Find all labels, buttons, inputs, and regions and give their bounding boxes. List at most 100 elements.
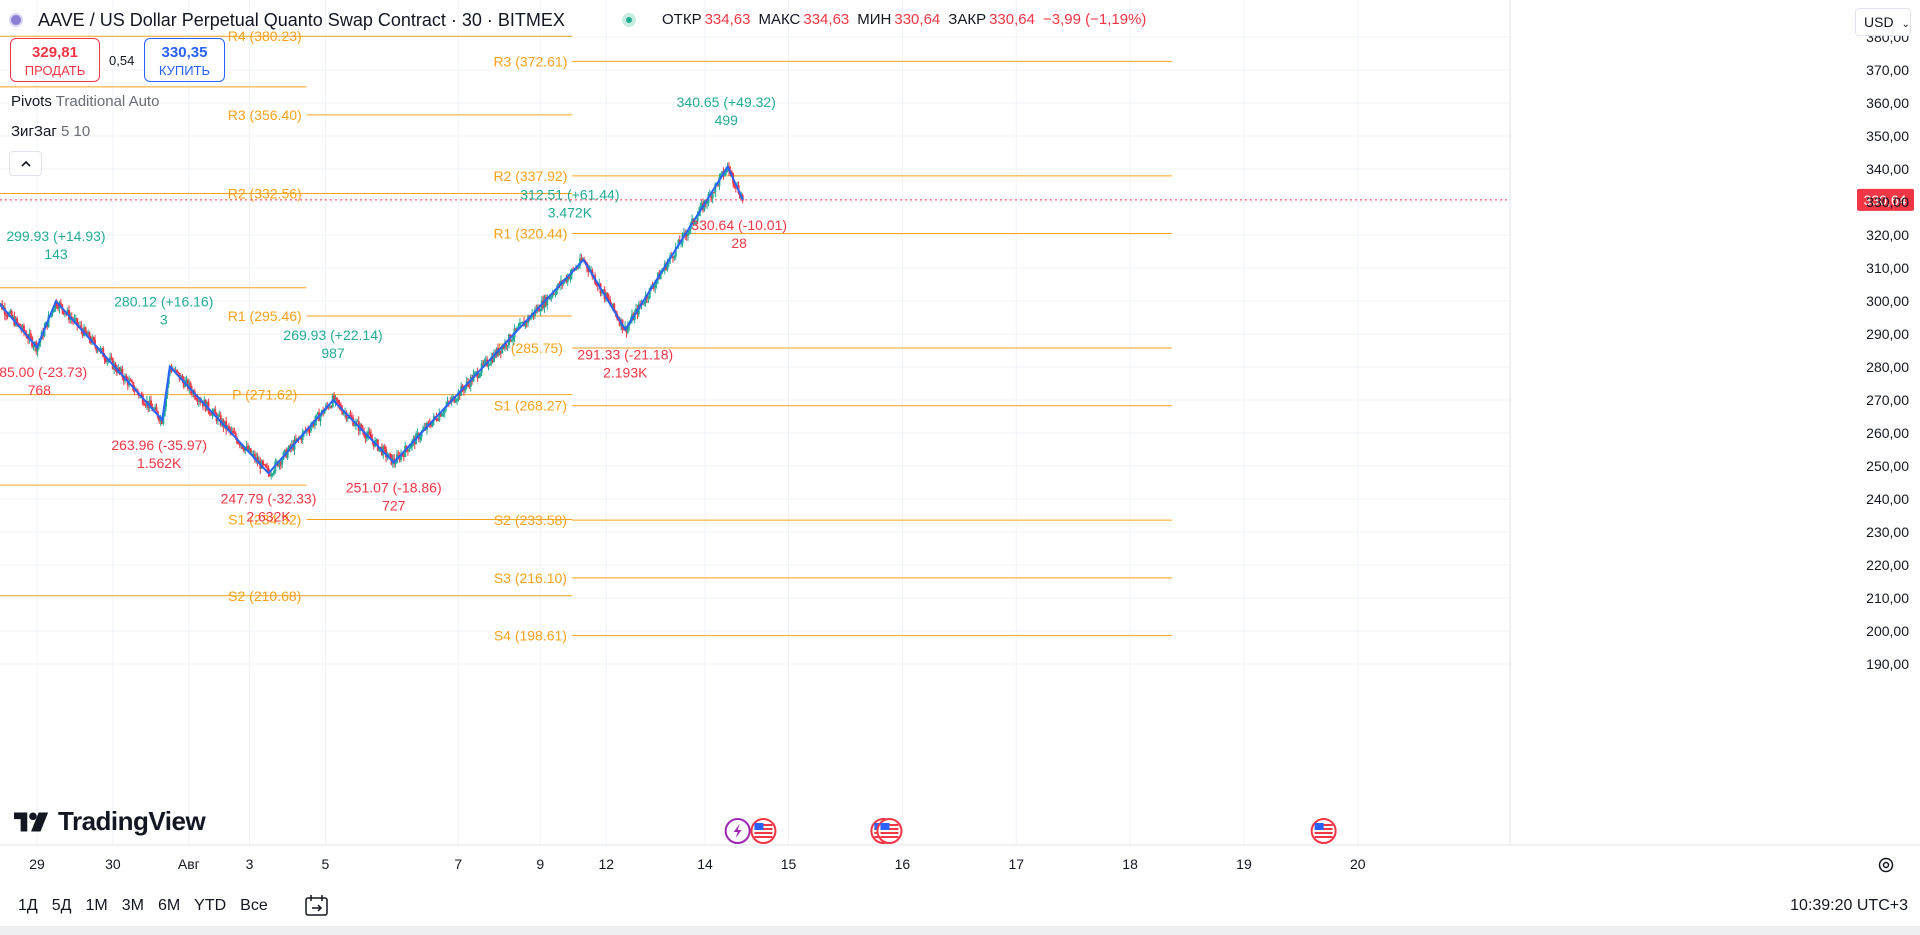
date-range-icon[interactable] [304, 894, 330, 918]
gear-icon[interactable] [1876, 855, 1896, 875]
candle-body [730, 171, 733, 174]
zigzag-label-volume: 2.632K [246, 508, 291, 524]
buy-button[interactable]: 330,35 КУПИТЬ [144, 38, 225, 82]
pivot-label-s4: S4 (198.61) [494, 628, 567, 644]
logo-wordmark: TradingView [58, 806, 206, 836]
candle-body [602, 289, 605, 291]
candle-body [516, 327, 519, 331]
candle-body [691, 218, 694, 223]
candle-body [446, 401, 449, 406]
candle-body [387, 453, 390, 457]
candle-body [483, 361, 486, 365]
candle-body [492, 352, 495, 362]
symbol-title[interactable]: AAVE / US Dollar Perpetual Quanto Swap C… [38, 10, 565, 30]
chevron-down-icon: ⌄ [1901, 19, 1910, 30]
zigzag-label-volume: 1.562K [137, 455, 182, 471]
candle-body [118, 367, 121, 372]
candle-body [568, 276, 571, 279]
candle-body [484, 359, 487, 362]
time-tick-label: 29 [29, 856, 45, 872]
timeframe-5d[interactable]: 5Д [51, 897, 72, 914]
candle-body [482, 363, 485, 365]
candle-body [529, 316, 532, 320]
candle-body [150, 400, 153, 407]
candle-body [671, 256, 674, 259]
timeframe-6m[interactable]: 6M [157, 897, 181, 914]
candle-body [553, 293, 556, 295]
candle-body [95, 345, 98, 351]
candle-body [248, 448, 251, 452]
last-price-line: 330,64 [0, 188, 1914, 211]
candle-body [686, 232, 689, 237]
timeframe-all[interactable]: Все [240, 897, 268, 914]
pivots-name: Pivots [11, 93, 52, 110]
candle-body [80, 325, 83, 331]
buy-price: 330,35 [161, 44, 208, 61]
candle-body [520, 322, 523, 324]
candle-body [647, 297, 650, 299]
time-tick-label: Авг [178, 856, 200, 872]
pivot-label-p: P (271.62) [232, 387, 297, 403]
flag-stripe [754, 832, 773, 834]
candle-body [400, 454, 403, 460]
price-axis: 190,00 200,00 210,00 220,00 230,00 240,00 250,… [1866, 29, 1909, 672]
candle-body [271, 473, 274, 475]
spread-value: 0,54 [109, 53, 135, 68]
candle-body [182, 380, 185, 387]
price-tick-label: 200,00 [1866, 623, 1909, 639]
zigzag-labels: 299.93 (+14.93) 143 285.00 (-23.73) 768 280.… [0, 94, 787, 524]
currency-select[interactable]: USD ⌄ [1855, 8, 1911, 36]
flag-canton [754, 823, 764, 830]
timeframe-1d[interactable]: 1Д [18, 897, 38, 914]
candle-body [81, 330, 84, 336]
candle-body [66, 310, 69, 314]
timeframe-ytd[interactable]: YTD [194, 897, 227, 914]
candle-body [186, 379, 189, 390]
time-tick-label: 5 [322, 856, 330, 872]
pivots-legend[interactable]: Pivots Traditional Auto [11, 93, 159, 110]
candle-body [163, 406, 166, 417]
candle-body [22, 325, 25, 333]
tradingview-logo[interactable]: TradingView [14, 806, 206, 837]
zigzag-name: ЗигЗаг [11, 123, 57, 140]
candle-body [200, 402, 203, 404]
candle-body [439, 413, 442, 417]
candle-body [286, 450, 289, 458]
candle-body [266, 467, 269, 469]
pivot-label-p: P (285.75) [498, 340, 563, 356]
sell-button[interactable]: 329,81 ПРОДАТЬ [10, 38, 100, 82]
time-tick-label: 7 [454, 856, 462, 872]
candle-body [337, 399, 340, 404]
candle-body [406, 449, 409, 452]
zigzag-legend[interactable]: ЗигЗаг 5 10 [11, 123, 90, 140]
pivot-label-r4: R4 (380.23) [228, 28, 302, 44]
us-flag-event-icon [750, 818, 777, 844]
candle-body [225, 421, 228, 430]
candle-body [363, 431, 366, 436]
clock-display[interactable]: 10:39:20 UTC+3 [1790, 897, 1908, 914]
ohlc-low-label: МИН [857, 11, 892, 28]
candle-body [334, 397, 337, 402]
candle-body [308, 430, 311, 432]
candle-body [275, 461, 278, 463]
price-tick-label: 300,00 [1866, 293, 1909, 309]
price-tick-label: 250,00 [1866, 458, 1909, 474]
candle-body [365, 435, 368, 439]
candle-body [596, 284, 599, 287]
pivot-label-r2: R2 (332.56) [228, 186, 302, 202]
timeframe-1m[interactable]: 1M [85, 897, 108, 914]
candle-body [469, 377, 472, 387]
price-tick-label: 260,00 [1866, 425, 1909, 441]
collapse-legend-button[interactable] [9, 151, 42, 176]
candle-body [309, 426, 312, 432]
candle-body [473, 372, 476, 375]
candle-body [685, 234, 688, 237]
candle-body [350, 416, 353, 419]
price-tick-label: 240,00 [1866, 491, 1909, 507]
candle-body [488, 363, 491, 366]
candlestick-series [0, 162, 744, 480]
candle-body [554, 293, 557, 295]
timeframe-3m[interactable]: 3M [121, 897, 144, 914]
zigzag-label-value: 263.96 (-35.97) [111, 437, 207, 453]
